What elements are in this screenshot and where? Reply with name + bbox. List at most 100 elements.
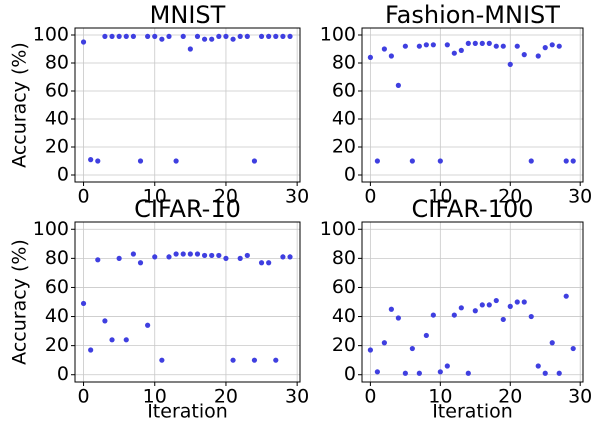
- point: [402, 43, 408, 49]
- point: [201, 36, 208, 42]
- x-tick-label: 0: [77, 386, 89, 408]
- point: [209, 36, 215, 42]
- point: [388, 53, 394, 59]
- axes-frame: [361, 221, 584, 383]
- x-tick-label: 30: [568, 386, 591, 408]
- point: [437, 369, 443, 375]
- point: [130, 251, 136, 257]
- point: [451, 312, 457, 318]
- point: [409, 158, 415, 164]
- x-tick-label: 0: [77, 186, 89, 208]
- y-tick-label: 100: [33, 24, 69, 46]
- point: [528, 313, 534, 320]
- point: [381, 46, 387, 52]
- point: [145, 33, 151, 40]
- y-tick-label: 0: [344, 363, 356, 385]
- x-tick-label: 30: [568, 186, 591, 208]
- point: [280, 33, 286, 40]
- point: [409, 345, 415, 352]
- point: [180, 251, 186, 257]
- point: [273, 33, 279, 40]
- point: [388, 306, 394, 312]
- point: [166, 33, 172, 40]
- point: [280, 254, 286, 260]
- point: [116, 255, 122, 261]
- y-tick-label: 80: [332, 52, 356, 74]
- x-tick-label: 10: [143, 186, 167, 208]
- point: [465, 370, 471, 376]
- point: [507, 303, 513, 309]
- axes-frame: [361, 27, 584, 183]
- subplot-title: CIFAR-100: [411, 195, 533, 223]
- point: [465, 40, 471, 47]
- point: [549, 42, 555, 48]
- y-tick-label: 60: [45, 80, 69, 102]
- point: [367, 347, 373, 353]
- point: [395, 315, 401, 321]
- point: [570, 158, 576, 164]
- point: [80, 300, 87, 307]
- point: [137, 158, 144, 164]
- point: [116, 33, 122, 40]
- point: [444, 42, 450, 48]
- point: [458, 47, 464, 54]
- point: [437, 158, 443, 164]
- point: [430, 42, 436, 48]
- y-tick-label: 20: [332, 334, 356, 356]
- point: [486, 40, 492, 47]
- point: [237, 33, 243, 40]
- point: [273, 357, 279, 363]
- subplot-title: Fashion-MNIST: [385, 1, 560, 29]
- y-axis-label: Accuracy (%): [9, 42, 31, 168]
- y-tick-label: 40: [45, 108, 69, 130]
- point: [230, 36, 236, 42]
- point: [244, 252, 250, 259]
- point: [109, 33, 115, 40]
- point: [152, 33, 158, 40]
- point: [444, 363, 450, 369]
- point: [542, 45, 548, 51]
- point: [479, 40, 485, 47]
- x-tick-label: 0: [364, 186, 376, 208]
- point: [88, 347, 94, 353]
- point: [258, 260, 265, 266]
- point: [237, 255, 243, 261]
- point: [266, 33, 272, 40]
- point: [416, 370, 422, 376]
- point: [514, 43, 520, 49]
- point: [549, 340, 555, 346]
- point: [95, 158, 101, 164]
- point: [287, 33, 293, 40]
- point: [137, 260, 144, 266]
- point: [493, 43, 499, 49]
- x-tick-label: 10: [428, 386, 452, 408]
- point: [194, 251, 201, 257]
- y-tick-label: 40: [45, 305, 69, 327]
- point: [95, 257, 101, 263]
- point: [535, 53, 541, 59]
- point: [123, 337, 129, 343]
- y-tick-label: 20: [45, 334, 69, 356]
- x-tick-label: 20: [498, 386, 522, 408]
- y-tick-label: 80: [332, 247, 356, 269]
- point: [556, 370, 562, 376]
- y-tick-label: 80: [45, 52, 69, 74]
- point: [266, 260, 272, 266]
- point: [374, 369, 380, 375]
- point: [201, 252, 208, 259]
- point: [367, 54, 373, 61]
- y-tick-label: 20: [332, 136, 356, 158]
- point: [430, 312, 436, 318]
- point: [194, 33, 201, 40]
- y-tick-label: 100: [320, 218, 356, 240]
- point: [472, 308, 478, 314]
- point: [123, 33, 129, 40]
- point: [216, 252, 222, 259]
- point: [223, 255, 229, 261]
- point: [173, 251, 179, 257]
- point: [493, 297, 499, 304]
- x-tick-label: 0: [364, 386, 376, 408]
- point: [479, 302, 485, 308]
- point: [244, 33, 250, 40]
